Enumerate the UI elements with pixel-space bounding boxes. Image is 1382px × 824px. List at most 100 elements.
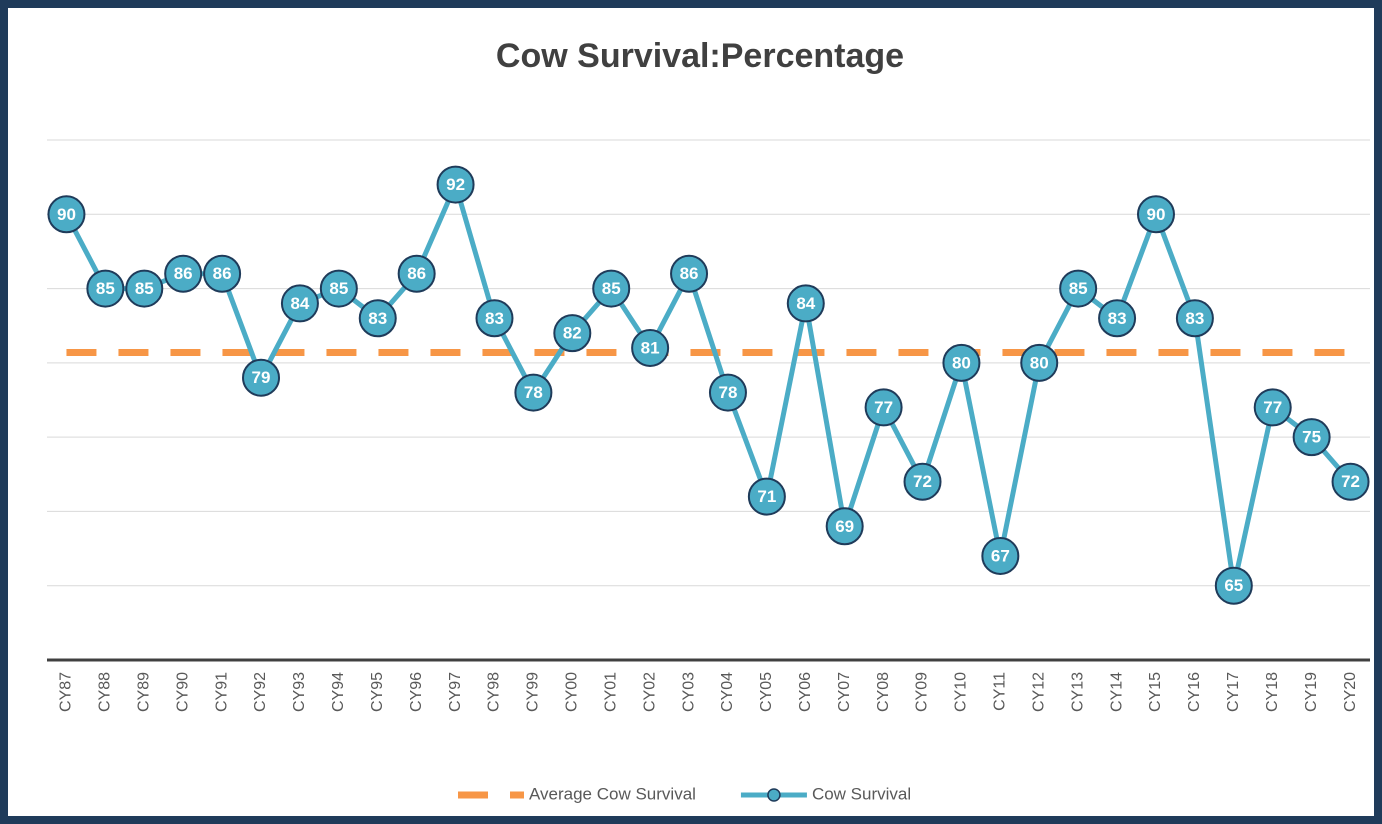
data-label: 85 (329, 279, 348, 298)
data-label: 71 (757, 487, 776, 506)
marker (436, 165, 475, 204)
marker (1175, 299, 1214, 338)
marker (981, 537, 1020, 575)
x-tick-label: CY87 (58, 672, 75, 712)
data-label: 81 (641, 338, 660, 357)
marker (203, 254, 242, 293)
x-tick-label: CY09 (914, 672, 931, 712)
data-label: 69 (835, 517, 854, 536)
marker (280, 284, 319, 323)
x-tick-label: CY03 (680, 672, 697, 712)
chart-frame (8, 8, 1374, 816)
data-label: 83 (1108, 309, 1127, 328)
marker (1059, 269, 1098, 308)
x-tick-label: CY02 (641, 672, 658, 712)
x-tick-label: CY97 (447, 672, 464, 712)
marker (864, 388, 903, 427)
x-tick-label: CY90 (174, 672, 191, 712)
data-label: 72 (913, 472, 932, 491)
data-label: 83 (485, 309, 504, 328)
x-tick-label: CY04 (719, 672, 736, 712)
marker (242, 358, 281, 397)
data-label: 84 (796, 294, 815, 313)
legend-label: Cow Survival (812, 784, 911, 803)
x-tick-label: CY99 (525, 672, 542, 712)
marker (1292, 418, 1331, 457)
marker (553, 314, 592, 353)
x-tick-label: CY19 (1303, 672, 1320, 712)
x-tick-label: CY11 (992, 672, 1009, 711)
data-label: 77 (874, 398, 893, 417)
data-label: 67 (991, 546, 1010, 565)
marker (1098, 299, 1137, 338)
data-label: 84 (290, 294, 309, 313)
marker (708, 373, 747, 412)
data-label: 79 (252, 368, 271, 387)
x-tick-label: CY93 (291, 672, 308, 712)
x-tick-label: CY18 (1264, 672, 1281, 712)
marker (125, 269, 164, 308)
x-tick-label: CY12 (1030, 672, 1047, 712)
x-tick-label: CY05 (758, 672, 775, 712)
marker (1214, 566, 1253, 605)
x-tick-label: CY88 (97, 672, 114, 712)
marker (825, 507, 864, 546)
data-label: 78 (718, 383, 737, 402)
data-label: 92 (446, 175, 465, 194)
data-label: 72 (1341, 472, 1360, 491)
x-tick-label: CY89 (135, 672, 152, 712)
data-label: 78 (524, 383, 543, 402)
series-line (64, 177, 1353, 587)
marker (514, 373, 553, 412)
data-label: 90 (1147, 205, 1166, 224)
marker (319, 269, 358, 308)
marker (592, 269, 631, 308)
marker (631, 329, 670, 367)
data-label: 86 (213, 264, 232, 283)
x-tick-label: CY01 (602, 672, 619, 712)
marker (1136, 195, 1175, 234)
x-tick-label: CY95 (369, 672, 386, 712)
x-tick-label: CY17 (1225, 672, 1242, 712)
data-label: 86 (407, 264, 426, 283)
marker (397, 254, 436, 293)
data-label: 82 (563, 324, 582, 343)
marker (1020, 343, 1059, 382)
x-tick-label: CY96 (408, 672, 425, 712)
marker (670, 254, 709, 293)
marker (903, 462, 942, 501)
x-tick-label: CY00 (564, 672, 581, 712)
x-tick-label: CY94 (330, 672, 347, 712)
x-tick-label: CY16 (1186, 672, 1203, 712)
marker (1331, 462, 1370, 501)
x-tick-label: CY08 (875, 672, 892, 712)
x-tick-label: CY98 (486, 672, 503, 712)
legend-marker (767, 788, 781, 802)
x-tick-label: CY20 (1342, 672, 1359, 712)
data-label: 85 (135, 279, 154, 298)
chart-title: Cow Survival:Percentage (496, 37, 904, 75)
data-label: 90 (57, 205, 76, 224)
x-tick-label: CY13 (1069, 672, 1086, 712)
data-label: 80 (952, 353, 971, 372)
data-label: 85 (1069, 279, 1088, 298)
marker (86, 269, 125, 308)
marker (475, 299, 514, 338)
data-label: 75 (1302, 428, 1321, 447)
marker (942, 343, 981, 382)
data-label: 65 (1224, 576, 1243, 595)
x-tick-label: CY10 (953, 672, 970, 712)
x-tick-label: CY07 (836, 672, 853, 712)
data-label: 77 (1263, 398, 1282, 417)
marker (164, 254, 203, 293)
marker (358, 299, 397, 338)
x-tick-label: CY06 (797, 672, 814, 712)
x-tick-label: CY14 (1108, 672, 1125, 712)
x-tick-label: CY15 (1147, 672, 1164, 712)
legend-label: Average Cow Survival (529, 784, 696, 803)
marker (747, 477, 786, 516)
data-label: 86 (680, 264, 699, 283)
marker (47, 195, 86, 234)
